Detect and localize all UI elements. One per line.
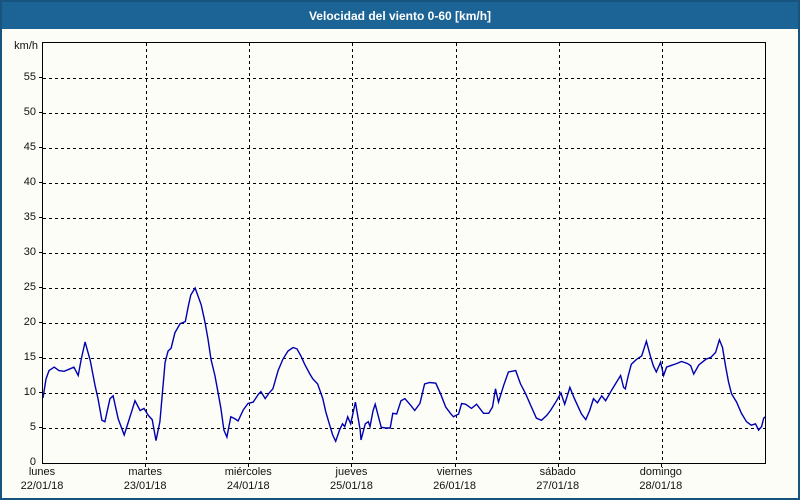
x-tick-mark xyxy=(351,463,352,467)
y-tick-label: 20 xyxy=(23,316,36,328)
day-date: 27/01/18 xyxy=(536,480,580,492)
y-tick-label: 25 xyxy=(23,281,36,293)
wind-speed-line xyxy=(43,286,765,444)
plot-area xyxy=(42,42,766,464)
day-name: sábado xyxy=(539,466,576,478)
x-tick-mark xyxy=(455,463,456,467)
y-tick-label: 5 xyxy=(29,421,36,433)
day-name: miércoles xyxy=(224,466,272,478)
x-tick-mark xyxy=(661,463,662,467)
y-tick-label: 40 xyxy=(23,176,36,188)
y-tick-mark xyxy=(39,287,43,288)
y-tick-mark xyxy=(39,252,43,253)
x-axis-day-label: sábado 27/01/18 xyxy=(513,465,603,493)
y-tick-mark xyxy=(39,182,43,183)
y-tick-label: 0 xyxy=(29,456,36,468)
y-tick-label: 55 xyxy=(23,71,36,83)
y-tick-label: 35 xyxy=(23,211,36,223)
y-tick-mark xyxy=(39,77,43,78)
x-axis-day-label: viernes 26/01/18 xyxy=(410,465,500,493)
x-axis-day-label: lunes 22/01/18 xyxy=(0,465,87,493)
y-tick-mark xyxy=(39,322,43,323)
y-tick-label: 45 xyxy=(23,141,36,153)
y-tick-mark xyxy=(39,392,43,393)
x-axis-day-label: domingo 28/01/18 xyxy=(616,465,706,493)
y-tick-label: 50 xyxy=(23,106,36,118)
day-date: 24/01/18 xyxy=(226,480,270,492)
day-name: jueves xyxy=(335,466,368,478)
day-date: 26/01/18 xyxy=(433,480,476,492)
day-name: martes xyxy=(128,466,162,478)
day-date: 25/01/18 xyxy=(330,480,373,492)
day-date: 22/01/18 xyxy=(20,480,64,492)
day-date: 28/01/18 xyxy=(639,480,683,492)
x-tick-mark xyxy=(558,463,559,467)
day-name: lunes xyxy=(28,466,56,478)
wind-speed-chart xyxy=(43,43,765,463)
chart-title-bar: Velocidad del viento 0-60 [km/h] xyxy=(2,2,798,29)
y-tick-mark xyxy=(39,147,43,148)
y-tick-label: 10 xyxy=(23,386,36,398)
y-tick-label: 15 xyxy=(23,351,36,363)
day-name: viernes xyxy=(436,466,473,478)
day-name: domingo xyxy=(639,466,682,478)
x-axis-day-label: martes 23/01/18 xyxy=(100,465,190,493)
y-axis-unit-label: km/h xyxy=(14,40,38,52)
y-tick-mark xyxy=(39,217,43,218)
x-tick-mark xyxy=(145,463,146,467)
y-tick-mark xyxy=(39,427,43,428)
x-axis-day-label: jueves 25/01/18 xyxy=(306,465,396,493)
x-axis-day-label: miércoles 24/01/18 xyxy=(203,465,293,493)
y-tick-label: 30 xyxy=(23,246,36,258)
x-tick-mark xyxy=(248,463,249,467)
day-date: 23/01/18 xyxy=(123,480,167,492)
chart-title: Velocidad del viento 0-60 [km/h] xyxy=(308,8,492,23)
y-tick-mark xyxy=(39,112,43,113)
y-tick-mark xyxy=(39,357,43,358)
